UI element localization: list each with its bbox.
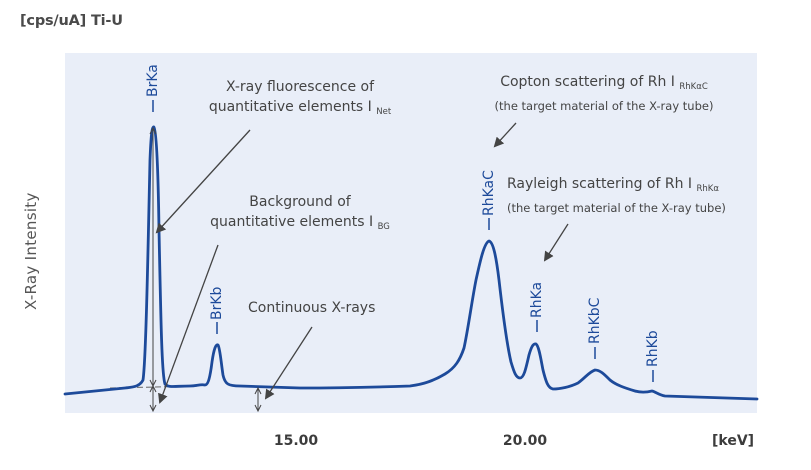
spectrum-line	[63, 125, 759, 401]
annotation-compton-sub: RhKαC	[679, 82, 708, 92]
annotation-rayleigh-sub: RhKα	[696, 184, 719, 194]
x-tick-20: 20.00	[502, 433, 548, 449]
annotation-net-line2: quantitative elements I	[208, 99, 372, 115]
peak-label-brka: BrKa	[145, 64, 161, 97]
annotation-bg-sub: BG	[377, 222, 390, 232]
annotation-compton: Copton scattering of Rh I RhKαC (the tar…	[474, 72, 734, 115]
annotation-bg-line2: quantitative elements I	[210, 214, 374, 230]
peak-label-rhka: RhKa	[529, 281, 545, 318]
x-axis-unit: [keV]	[712, 433, 755, 449]
compton-pointer-arrow	[493, 122, 517, 148]
x-tick-15: 15.00	[273, 433, 319, 449]
peak-label-rhkb: RhKb	[645, 330, 661, 367]
annotation-net-sub: Net	[376, 107, 392, 117]
annotation-background: Background of quantitative elements I BG	[195, 192, 405, 237]
bg-pointer-arrow	[158, 244, 219, 404]
annotation-bg-line1: Background of	[249, 194, 351, 210]
peak-label-brkb: BrKb	[209, 286, 225, 320]
peak-label-rhkbc: RhKbC	[587, 297, 603, 344]
plot-area	[65, 53, 757, 413]
annotation-rayleigh-line2: (the target material of the X-ray tube)	[507, 201, 726, 215]
annotation-rayleigh-line1: Rayleigh scattering of Rh I	[507, 176, 693, 192]
annotation-compton-line1: Copton scattering of Rh I	[500, 74, 675, 90]
annotation-compton-line2: (the target material of the X-ray tube)	[494, 99, 714, 113]
rayleigh-pointer-arrow	[543, 223, 569, 262]
unit-label: [cps/uA] Ti-U	[20, 13, 123, 29]
peak-label-rhkac: RhKaC	[481, 170, 497, 216]
annotation-rayleigh: Rayleigh scattering of Rh I RhKα (the ta…	[507, 174, 726, 217]
annotation-net-fluorescence: X-ray fluorescence of quantitative eleme…	[195, 77, 405, 122]
annotation-continuous-xrays: Continuous X-rays	[248, 300, 376, 316]
annotation-net-line1: X-ray fluorescence of	[225, 79, 375, 95]
net-pointer-arrow	[155, 129, 251, 234]
continuous-pointer-arrow	[264, 326, 313, 400]
